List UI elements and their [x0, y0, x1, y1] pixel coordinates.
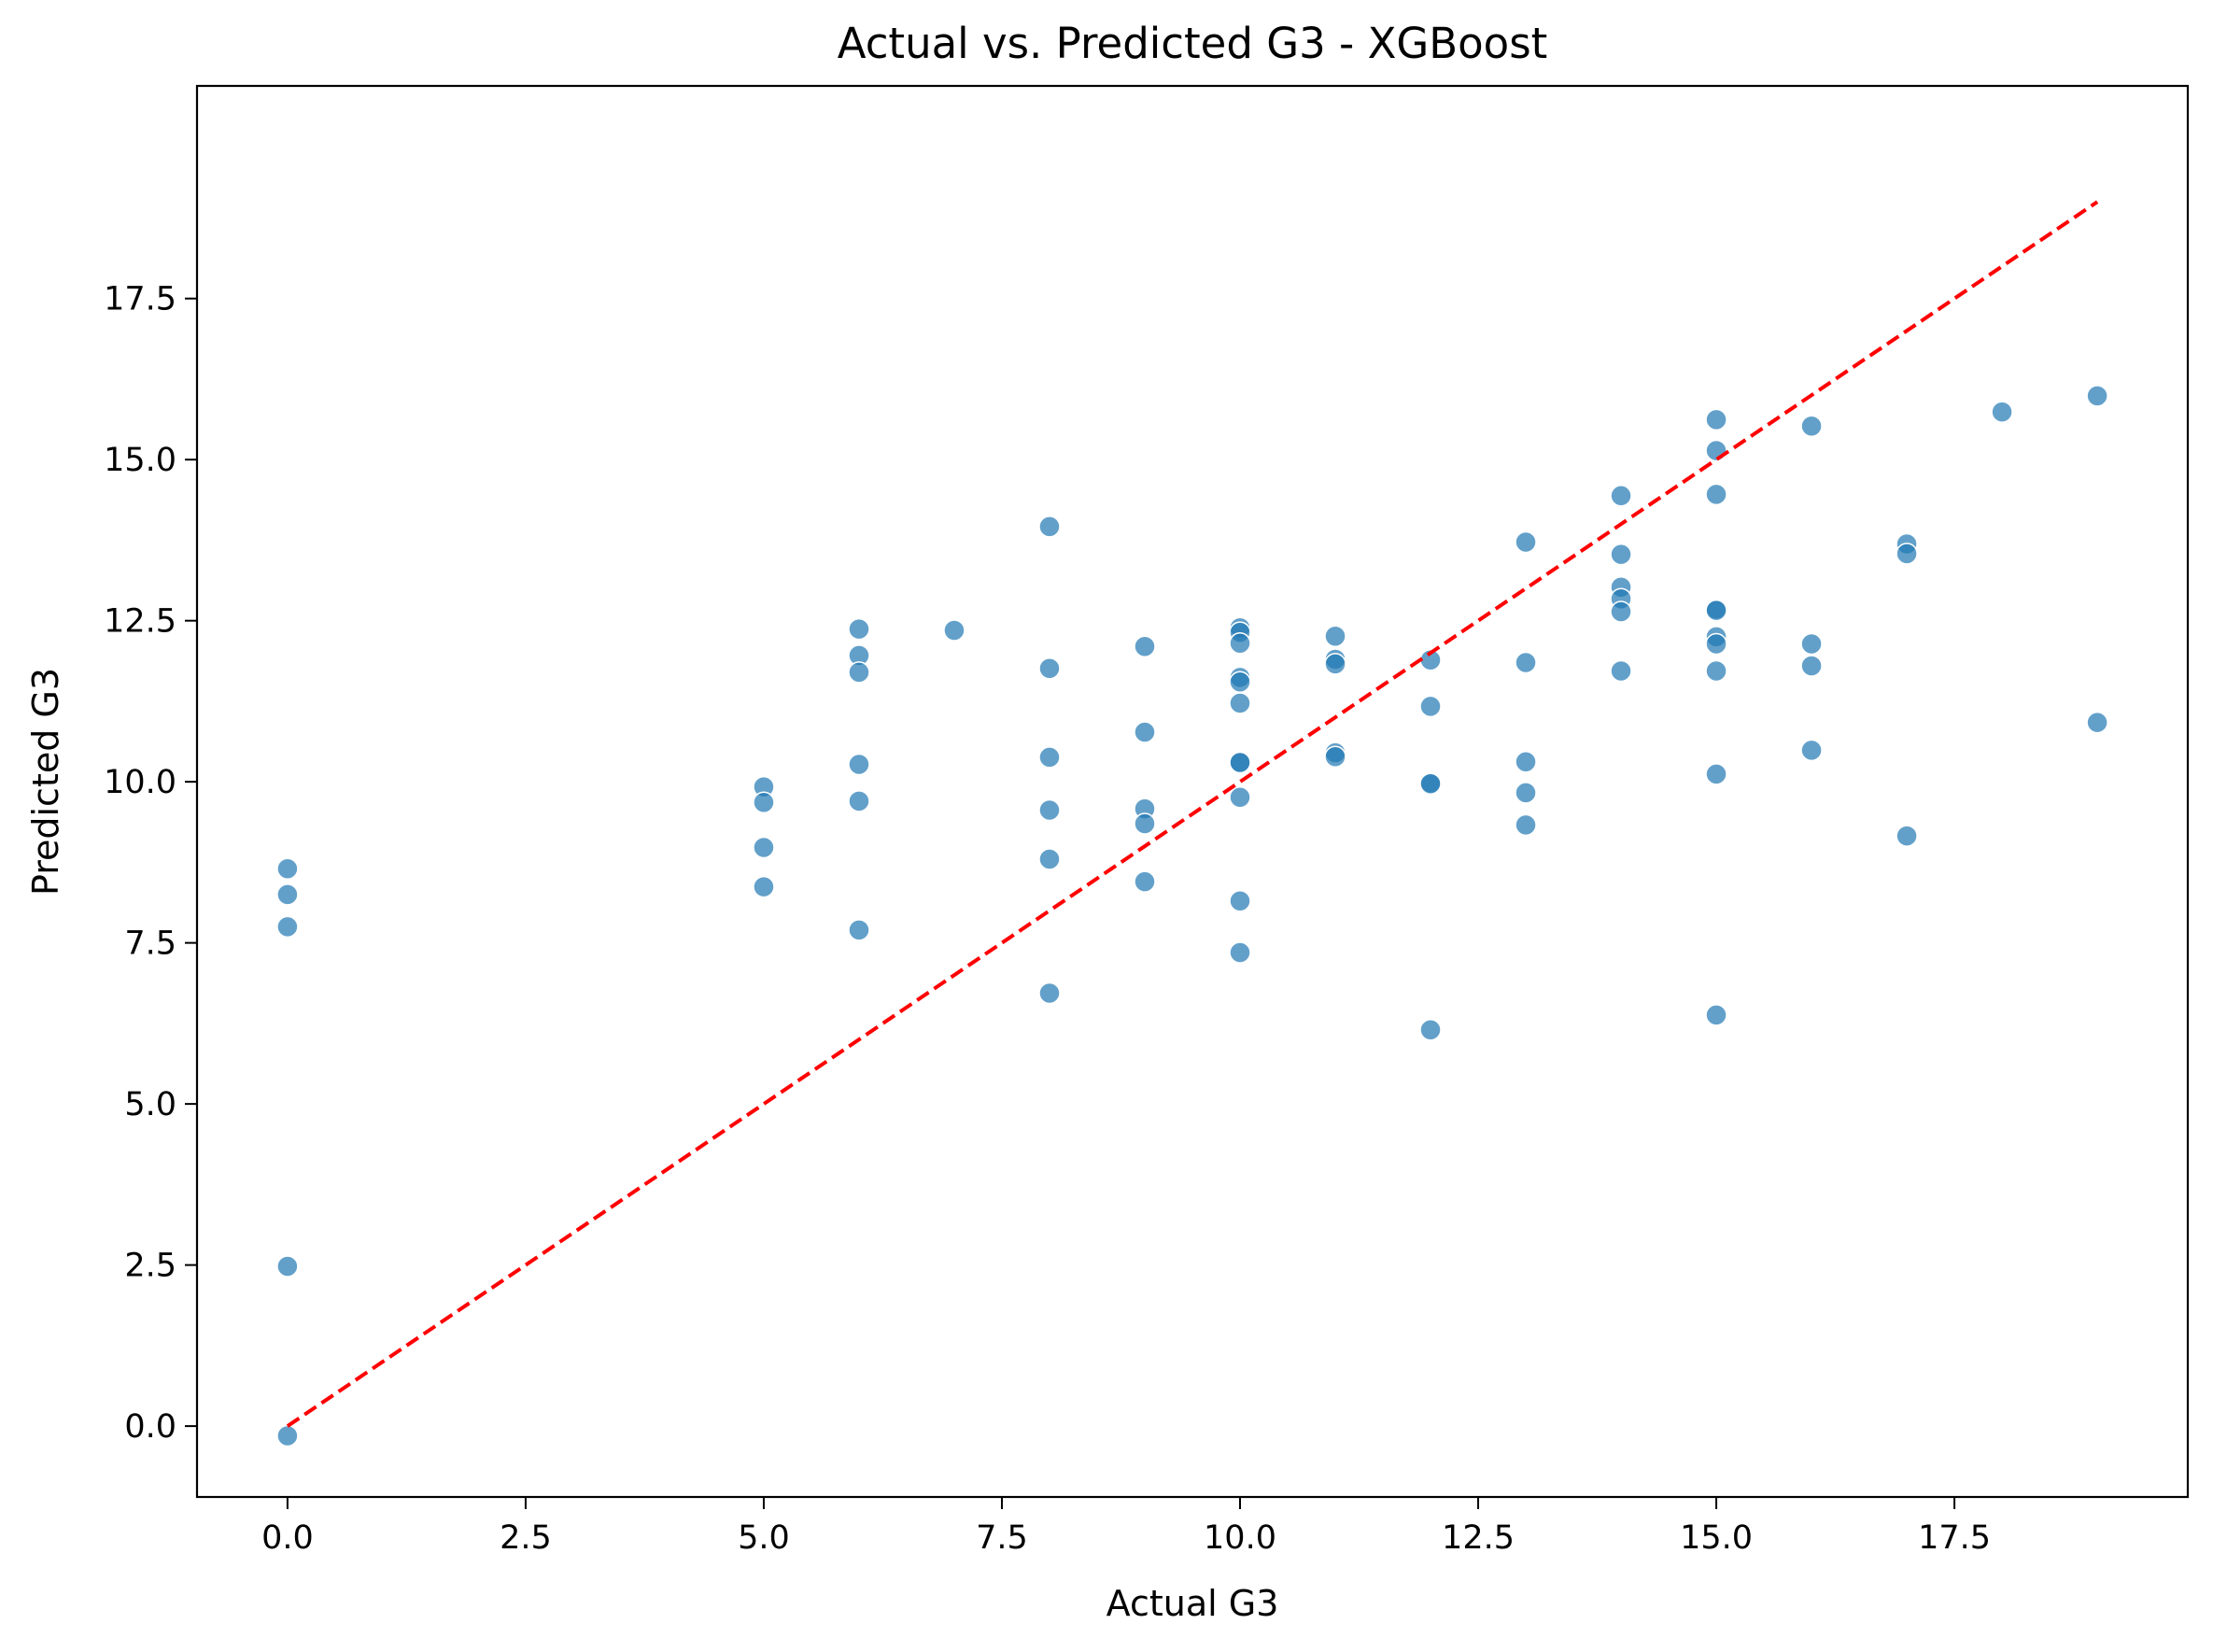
scatter-point — [1419, 1019, 1442, 1041]
y-tick-label: 7.5 — [124, 925, 176, 963]
scatter-point — [1229, 692, 1251, 714]
scatter-point — [1896, 825, 1918, 847]
scatter-point — [1515, 651, 1537, 674]
scatter-point — [1134, 721, 1156, 743]
axis-ticks: 0.0 2.5 5.0 7.5 10.0 12.5 15.0 17.5 0.0 2.5 5.0 7.5… — [104, 281, 1991, 1557]
scatter-point — [1705, 1004, 1727, 1026]
x-tick-label: 17.5 — [1918, 1519, 1991, 1557]
scatter-point — [1038, 515, 1061, 538]
scatter-point — [1705, 659, 1727, 683]
y-tick-label: 2.5 — [124, 1248, 176, 1285]
scatter-point — [276, 883, 299, 906]
scatter-point — [1610, 543, 1632, 566]
x-tick-label: 10.0 — [1204, 1519, 1276, 1557]
scatter-point — [753, 791, 775, 813]
scatter-point — [1705, 632, 1727, 656]
scatter-point — [1229, 632, 1251, 655]
scatter-point — [1705, 763, 1727, 785]
scatter-point — [1610, 600, 1632, 623]
scatter-point — [1229, 671, 1251, 693]
scatter-point — [1515, 813, 1537, 837]
scatter-point — [1038, 981, 1061, 1005]
scatter-point — [276, 915, 299, 939]
scatter-point — [848, 661, 870, 684]
scatter-point — [1038, 657, 1061, 680]
scatter-point — [1134, 812, 1156, 835]
scatter-point — [1896, 543, 1918, 565]
scatter-point — [2086, 385, 2108, 407]
y-tick-label: 17.5 — [104, 281, 176, 318]
scatter-point — [1229, 941, 1251, 964]
x-tick-label: 7.5 — [976, 1519, 1028, 1557]
y-axis-label: Predicted G3 — [25, 668, 66, 896]
scatter-point — [848, 753, 870, 776]
y-tick-label: 15.0 — [104, 442, 176, 479]
plot-frame — [195, 84, 2190, 1499]
y-tick-label: 12.5 — [104, 603, 176, 641]
scatter-point — [276, 1424, 299, 1447]
scatter-point — [1324, 745, 1346, 768]
scatter-point — [1419, 772, 1442, 795]
scatter-point — [1038, 798, 1061, 822]
x-tick-label: 5.0 — [738, 1519, 790, 1557]
scatter-point — [1134, 870, 1156, 893]
scatter-point — [1800, 655, 1823, 677]
y-tick-label: 0.0 — [124, 1408, 176, 1446]
scatter-point — [1419, 695, 1442, 718]
scatter-point — [1324, 653, 1346, 675]
scatter-point — [1229, 785, 1251, 809]
reference-line — [286, 200, 2099, 1428]
scatter-point — [1038, 746, 1061, 769]
scatter-point — [753, 875, 775, 898]
scatter-point — [1324, 625, 1346, 647]
scatter-point — [2086, 711, 2108, 734]
scatter-point — [1134, 635, 1156, 658]
scatter-point — [276, 857, 299, 881]
scatter-point — [943, 619, 966, 642]
scatter-point — [1610, 659, 1632, 683]
scatter-point — [1800, 632, 1823, 656]
scatter-point — [1610, 485, 1632, 507]
scatter-point — [1800, 739, 1823, 762]
scatter-point — [1229, 890, 1251, 912]
data-points — [276, 385, 2108, 1447]
x-tick-label: 2.5 — [500, 1519, 552, 1557]
scatter-point — [848, 617, 870, 641]
scatter-point — [1705, 408, 1727, 431]
x-axis-label: Actual G3 — [1106, 1583, 1279, 1624]
scatter-point — [1991, 401, 2013, 423]
scatter-point — [1229, 751, 1251, 774]
scatter-point — [848, 790, 870, 812]
x-tick-label: 12.5 — [1442, 1519, 1515, 1557]
scatter-point — [1515, 530, 1537, 554]
y-tick-label: 10.0 — [104, 764, 176, 801]
x-tick-label: 0.0 — [261, 1519, 314, 1557]
x-tick-label: 15.0 — [1680, 1519, 1753, 1557]
chart-title: Actual vs. Predicted G3 - XGBoost — [838, 19, 1548, 68]
scatter-point — [1800, 415, 1823, 438]
scatter-point — [1705, 599, 1727, 622]
scatter-point — [1515, 782, 1537, 804]
scatter-point — [848, 919, 870, 941]
y-tick-label: 5.0 — [124, 1086, 176, 1123]
scatter-point — [753, 836, 775, 859]
scatter-point — [1515, 751, 1537, 773]
scatter-point — [276, 1255, 299, 1278]
scatter-point — [1705, 483, 1727, 506]
scatter-point — [1038, 848, 1061, 870]
